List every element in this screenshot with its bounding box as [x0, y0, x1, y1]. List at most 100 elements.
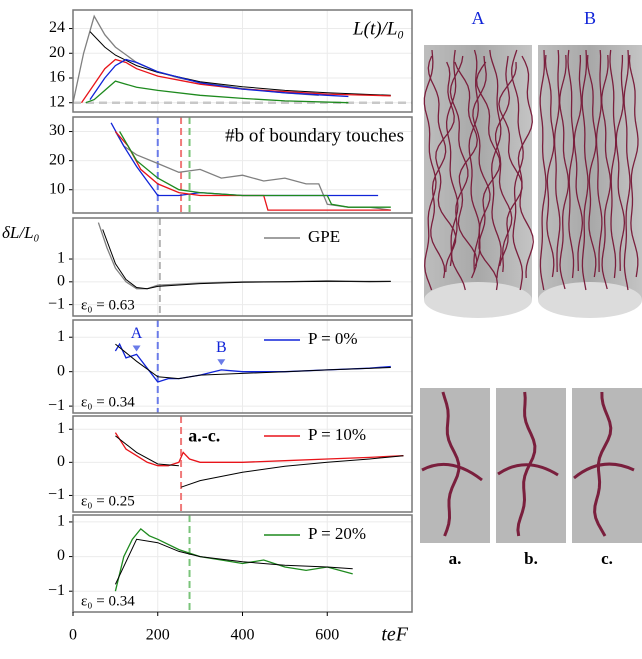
series-line — [114, 131, 391, 211]
vortex-line — [517, 55, 534, 279]
epsilon-label: ε₀ = 0.34 — [81, 394, 135, 410]
y-tick-label: 1 — [57, 328, 65, 345]
series-line — [119, 131, 391, 208]
y-tick-label: 24 — [49, 19, 65, 36]
panel-title: #b of boundary touches — [225, 125, 404, 146]
vortex-line — [494, 55, 513, 273]
zoom-label: c. — [601, 549, 613, 568]
vortex-line — [628, 54, 639, 278]
renderings: A B a. b. c. — [420, 8, 642, 568]
x-tick-label: 200 — [146, 627, 170, 644]
y-tick-label: −1 — [48, 486, 65, 503]
x-tick-label: 0 — [69, 627, 77, 644]
vortex-line — [454, 61, 478, 279]
y-tick-label: −1 — [48, 582, 65, 599]
vortex-line — [475, 61, 501, 291]
series-line — [85, 80, 349, 104]
vortex-line — [567, 49, 575, 279]
panel: −1 0 1 ε₀ = 0.34 P = 20% 0 200 400 600 teF — [48, 513, 413, 646]
marker — [217, 359, 226, 366]
x-tick-label: 600 — [315, 627, 339, 644]
legend-label: P = 20% — [308, 524, 366, 543]
panel-frame — [72, 415, 413, 513]
panel-frame — [72, 319, 413, 414]
y-tick-label: 30 — [49, 122, 65, 139]
render-label: B — [584, 8, 596, 28]
legend-label: P = 10% — [308, 425, 366, 444]
vortex-line — [427, 55, 447, 279]
cylinder — [424, 45, 532, 300]
series-line — [115, 343, 391, 380]
y-tick-label: 12 — [49, 93, 65, 110]
vortex-line — [573, 54, 584, 272]
vortex-line — [489, 49, 502, 279]
vortex-line — [601, 54, 612, 290]
y-tick-label: 0 — [57, 453, 65, 470]
panel-frame — [72, 217, 413, 317]
y-tick-label: −1 — [48, 295, 65, 312]
y-tick-label: 1 — [57, 513, 65, 530]
vortex-line — [472, 55, 491, 267]
panel: −1 0 1 A Bε₀ = 0.34 P = 0% — [48, 319, 413, 414]
y-tick-label: 16 — [49, 69, 65, 86]
vortex-line — [623, 49, 631, 291]
y-tick-label: 1 — [57, 420, 65, 437]
legend-label: P = 0% — [308, 329, 358, 348]
epsilon-label: ε₀ = 0.34 — [81, 593, 135, 609]
series-line — [97, 222, 391, 290]
vortex-line — [544, 54, 555, 278]
x-tick-label: 400 — [231, 627, 255, 644]
vortex-line — [423, 49, 437, 291]
y-tick-label: 0 — [57, 272, 65, 289]
panel: 10 20 30 #b of boundary touches — [49, 116, 413, 214]
vortex-reconnection — [497, 463, 559, 477]
y-axis-label: δL/L₀ — [2, 223, 40, 242]
y-tick-label: 0 — [57, 362, 65, 379]
series-line — [80, 58, 391, 104]
vortex-line — [586, 54, 597, 278]
y-tick-label: 20 — [49, 151, 65, 168]
vortex-line — [559, 54, 570, 290]
series-line — [115, 435, 404, 488]
y-tick-label: 10 — [49, 180, 65, 197]
panel-frame — [72, 9, 413, 113]
vortex-line — [615, 55, 626, 271]
vortex-line — [553, 49, 561, 273]
vortex-reconnection — [573, 462, 635, 480]
series-line — [89, 31, 391, 96]
y-tick-label: −1 — [48, 397, 65, 414]
series-line — [114, 538, 353, 585]
series-line — [102, 229, 391, 290]
marker — [132, 345, 141, 352]
vortex-line — [441, 391, 461, 537]
vortex-line — [595, 49, 603, 272]
y-tick-label: 1 — [57, 250, 65, 267]
vortex-line — [445, 49, 459, 267]
vortex-line — [449, 55, 469, 291]
cylinder-base — [538, 282, 642, 318]
panel: −1 0 1 ε₀ = 0.63 δL/L₀ GPE — [2, 217, 413, 317]
y-tick-label: 20 — [49, 44, 65, 61]
vortex-line — [539, 49, 547, 291]
marker-label: B — [216, 339, 227, 356]
vortex-line — [581, 49, 589, 291]
event-label: a.-c. — [188, 426, 220, 446]
panel-frame — [72, 116, 413, 214]
series-line — [114, 432, 404, 467]
zoom-label: a. — [449, 549, 462, 568]
vortex-reconnection — [421, 462, 483, 482]
series-line — [89, 58, 349, 100]
epsilon-label: ε₀ = 0.63 — [81, 297, 135, 313]
y-tick-label: 0 — [57, 547, 65, 564]
vortex-line — [609, 49, 617, 279]
epsilon-label: ε₀ = 0.25 — [81, 493, 135, 509]
marker-label: A — [131, 325, 143, 342]
render-label: A — [472, 8, 485, 28]
vortex-line — [498, 61, 523, 267]
cylinder-base — [424, 282, 532, 318]
legend-label: GPE — [308, 227, 340, 246]
panel-title: L(t)/L₀ — [352, 18, 404, 39]
panel: −1 0 1 ε₀ = 0.25 a.-c. P = 10% — [48, 415, 413, 513]
x-axis-label: teF — [381, 624, 408, 646]
